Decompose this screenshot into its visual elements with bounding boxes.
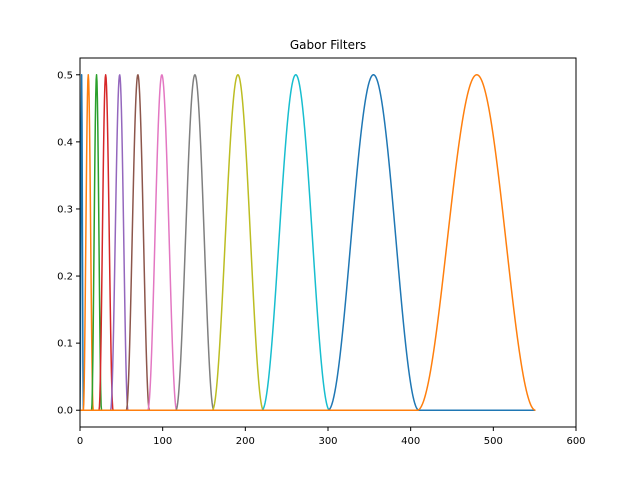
chart-title: Gabor Filters (290, 38, 366, 52)
x-tick-label: 200 (236, 436, 255, 447)
y-tick-label: 0.4 (57, 137, 73, 148)
y-tick-label: 0.1 (57, 339, 73, 350)
series-line-12 (80, 74, 536, 411)
x-tick-label: 600 (566, 436, 585, 447)
x-tick-label: 500 (484, 436, 503, 447)
x-axis: 0 100 200 300 400 500 600 (77, 427, 586, 447)
y-tick-label: 0.0 (57, 406, 73, 417)
x-tick-label: 0 (77, 436, 83, 447)
x-tick-label: 300 (318, 436, 337, 447)
y-tick-label: 0.3 (57, 204, 73, 215)
y-axis: 0.0 0.1 0.2 0.3 0.4 0.5 (57, 70, 80, 417)
x-tick-label: 400 (401, 436, 420, 447)
y-tick-label: 0.2 (57, 272, 73, 283)
x-tick-label: 100 (153, 436, 172, 447)
series-layer (80, 74, 536, 411)
y-tick-label: 0.5 (57, 70, 73, 81)
